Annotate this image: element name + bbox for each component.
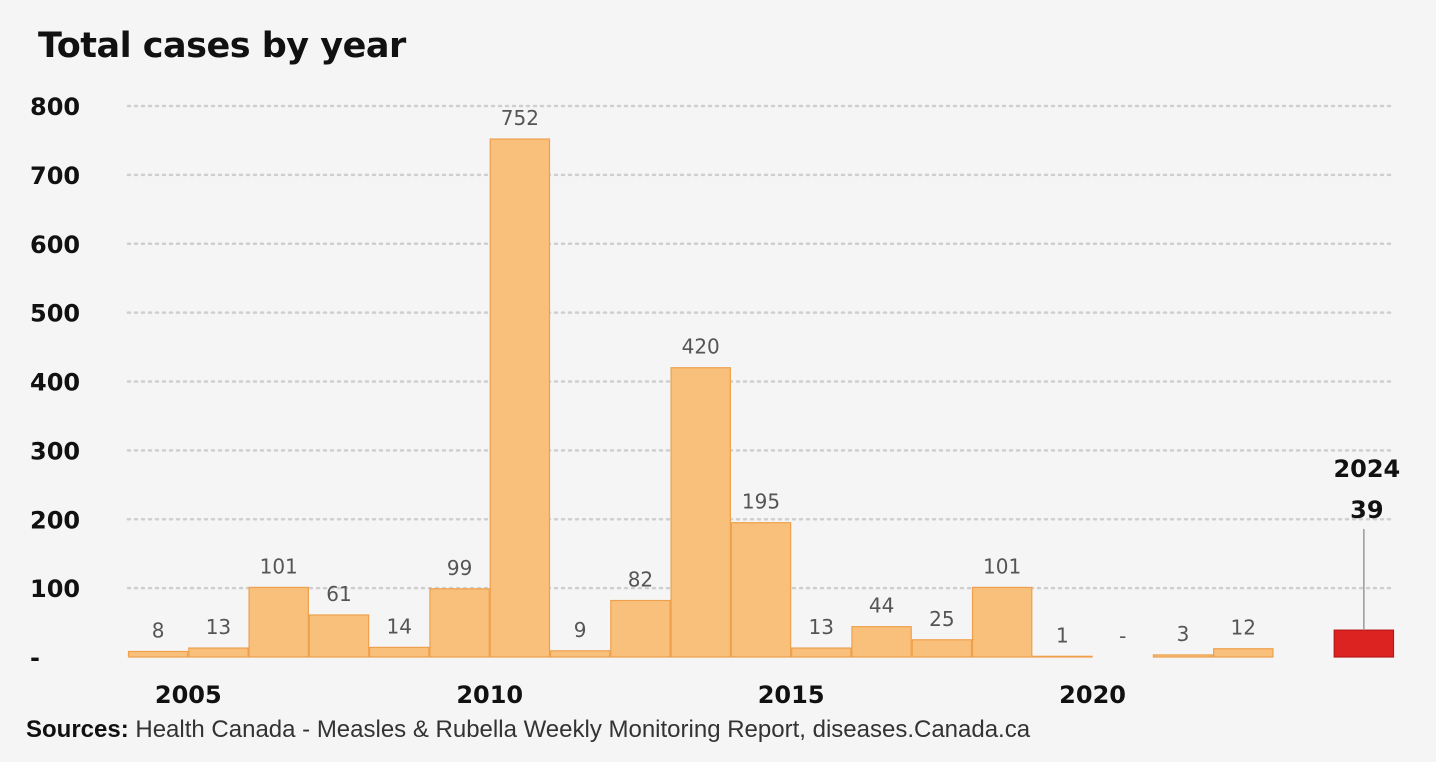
highlight-year-label: 2024 bbox=[1333, 455, 1400, 483]
x-tick-label-2015: 2015 bbox=[758, 681, 825, 709]
data-labels: 8 13 101 61 14 99 752 9 82 420 195 13 44 25 101 1 - 3 12 bbox=[152, 106, 1256, 648]
bar-2007 bbox=[308, 614, 370, 658]
bar-2013 bbox=[670, 367, 731, 658]
bar-2011 bbox=[549, 650, 611, 658]
y-tick-label: 500 bbox=[30, 300, 80, 328]
x-axis-ticks: 2005 2010 2015 2020 bbox=[155, 681, 1126, 709]
y-axis-ticks: 800 700 600 500 400 300 200 100 - bbox=[30, 93, 80, 672]
data-label-2018: 101 bbox=[983, 554, 1021, 578]
data-label-2005: 13 bbox=[206, 615, 231, 639]
y-tick-label: 300 bbox=[30, 437, 80, 465]
bar-2022 bbox=[1213, 648, 1274, 658]
data-label-2017: 25 bbox=[929, 607, 954, 631]
data-label-2012: 82 bbox=[628, 568, 653, 592]
sources-note: Sources: Health Canada - Measles & Rubel… bbox=[26, 716, 1030, 744]
data-label-2014: 195 bbox=[742, 490, 780, 514]
data-label-2004: 8 bbox=[152, 618, 165, 642]
data-label-2021: 3 bbox=[1177, 622, 1190, 646]
highlight-annotation: 2024 39 bbox=[1333, 455, 1400, 631]
data-label-2019: 1 bbox=[1056, 623, 1069, 647]
x-tick-label-2005: 2005 bbox=[155, 681, 222, 709]
data-label-2015: 13 bbox=[809, 615, 834, 639]
data-label-2022: 12 bbox=[1231, 616, 1256, 640]
bar-2016 bbox=[851, 626, 912, 658]
bars bbox=[127, 138, 1395, 658]
bar-2005 bbox=[188, 647, 249, 658]
y-tick-label: 200 bbox=[30, 506, 80, 534]
data-label-2009: 99 bbox=[447, 556, 472, 580]
bar-2004 bbox=[127, 650, 189, 658]
data-label-2010: 752 bbox=[501, 106, 539, 130]
bar-2006 bbox=[248, 586, 309, 658]
bar-2021 bbox=[1152, 654, 1214, 658]
bar-2014 bbox=[730, 522, 792, 658]
data-label-2008: 14 bbox=[387, 614, 412, 638]
bar-2018 bbox=[971, 586, 1033, 658]
data-label-2020: - bbox=[1119, 624, 1126, 648]
data-label-2007: 61 bbox=[326, 582, 351, 606]
y-tick-label: 400 bbox=[30, 369, 80, 397]
gridlines bbox=[126, 104, 1396, 590]
bar-2017 bbox=[911, 639, 973, 658]
sources-text: Health Canada - Measles & Rubella Weekly… bbox=[135, 716, 1031, 743]
bar-2009 bbox=[429, 588, 490, 658]
bar-2015 bbox=[791, 647, 852, 658]
data-label-2016: 44 bbox=[869, 594, 894, 618]
y-tick-label: - bbox=[30, 644, 40, 672]
bar-2008 bbox=[369, 646, 430, 658]
sources-label: Sources: bbox=[26, 716, 129, 743]
x-tick-label-2010: 2010 bbox=[456, 681, 523, 709]
bar-2019 bbox=[1032, 655, 1093, 658]
data-label-2011: 9 bbox=[574, 618, 587, 642]
bar-2012 bbox=[610, 599, 671, 658]
data-label-2006: 101 bbox=[260, 554, 298, 578]
y-tick-label: 800 bbox=[30, 93, 80, 121]
y-tick-label: 100 bbox=[30, 575, 80, 603]
y-tick-label: 600 bbox=[30, 231, 80, 259]
data-label-2013: 420 bbox=[682, 335, 720, 359]
highlight-value-label: 39 bbox=[1350, 496, 1383, 524]
y-tick-label: 700 bbox=[30, 162, 80, 190]
chart-title: Total cases by year bbox=[38, 26, 406, 66]
bar-2010 bbox=[489, 138, 551, 658]
bar-2024 bbox=[1333, 629, 1395, 658]
x-tick-label-2020: 2020 bbox=[1059, 681, 1126, 709]
